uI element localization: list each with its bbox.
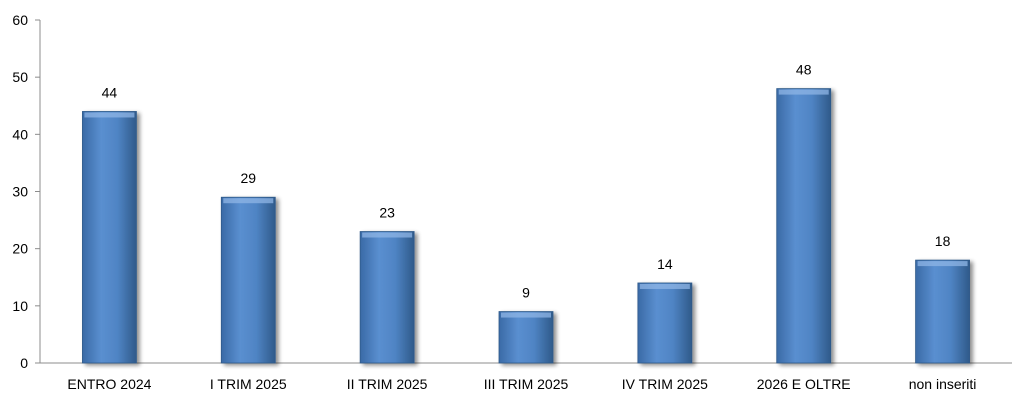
bar-body bbox=[82, 111, 137, 364]
y-tick-label: 50 bbox=[12, 69, 28, 85]
y-tick-label: 0 bbox=[20, 355, 28, 371]
bar bbox=[359, 231, 415, 364]
category-label: I TRIM 2025 bbox=[210, 376, 287, 392]
data-label: 23 bbox=[379, 205, 395, 221]
y-tick-label: 10 bbox=[12, 298, 28, 314]
y-tick-label: 20 bbox=[12, 241, 28, 257]
y-tick-label: 30 bbox=[12, 184, 28, 200]
axes: 0 10 20 30 40 50 60 bbox=[12, 12, 1012, 371]
bar bbox=[82, 111, 137, 364]
bar-body bbox=[776, 88, 832, 364]
category-label: 2026 E OLTRE bbox=[757, 376, 851, 392]
bar bbox=[498, 311, 554, 364]
bar bbox=[637, 282, 693, 364]
data-label: 29 bbox=[240, 170, 256, 186]
bar bbox=[776, 88, 832, 364]
category-label: non inseriti bbox=[909, 376, 977, 392]
bar-top-bevel bbox=[639, 283, 690, 289]
bar-body bbox=[359, 231, 415, 364]
bar bbox=[915, 259, 970, 364]
bar-body bbox=[498, 311, 554, 364]
bar-top-bevel bbox=[917, 261, 968, 267]
data-label: 48 bbox=[796, 62, 812, 78]
data-label: 9 bbox=[522, 285, 530, 301]
data-label: 18 bbox=[935, 233, 951, 249]
y-tick-label: 60 bbox=[12, 12, 28, 28]
bar-top-bevel bbox=[778, 89, 829, 95]
bar-top-bevel bbox=[223, 198, 274, 204]
bar-top-bevel bbox=[501, 312, 551, 318]
bar-body bbox=[637, 282, 693, 364]
bar bbox=[220, 196, 276, 364]
bar-body bbox=[220, 196, 276, 364]
category-label: III TRIM 2025 bbox=[484, 376, 569, 392]
bar-top-bevel bbox=[84, 112, 135, 118]
category-label: IV TRIM 2025 bbox=[622, 376, 708, 392]
bar-body bbox=[915, 259, 970, 364]
category-label: ENTRO 2024 bbox=[67, 376, 151, 392]
bars bbox=[82, 88, 970, 364]
data-label: 44 bbox=[102, 84, 118, 100]
labels: 44 ENTRO 2024 29 I TRIM 2025 23 II TRIM 2025 9… bbox=[67, 62, 976, 392]
bar-top-bevel bbox=[362, 232, 413, 238]
category-label: II TRIM 2025 bbox=[347, 376, 428, 392]
data-label: 14 bbox=[657, 256, 673, 272]
y-tick-label: 40 bbox=[12, 126, 28, 142]
